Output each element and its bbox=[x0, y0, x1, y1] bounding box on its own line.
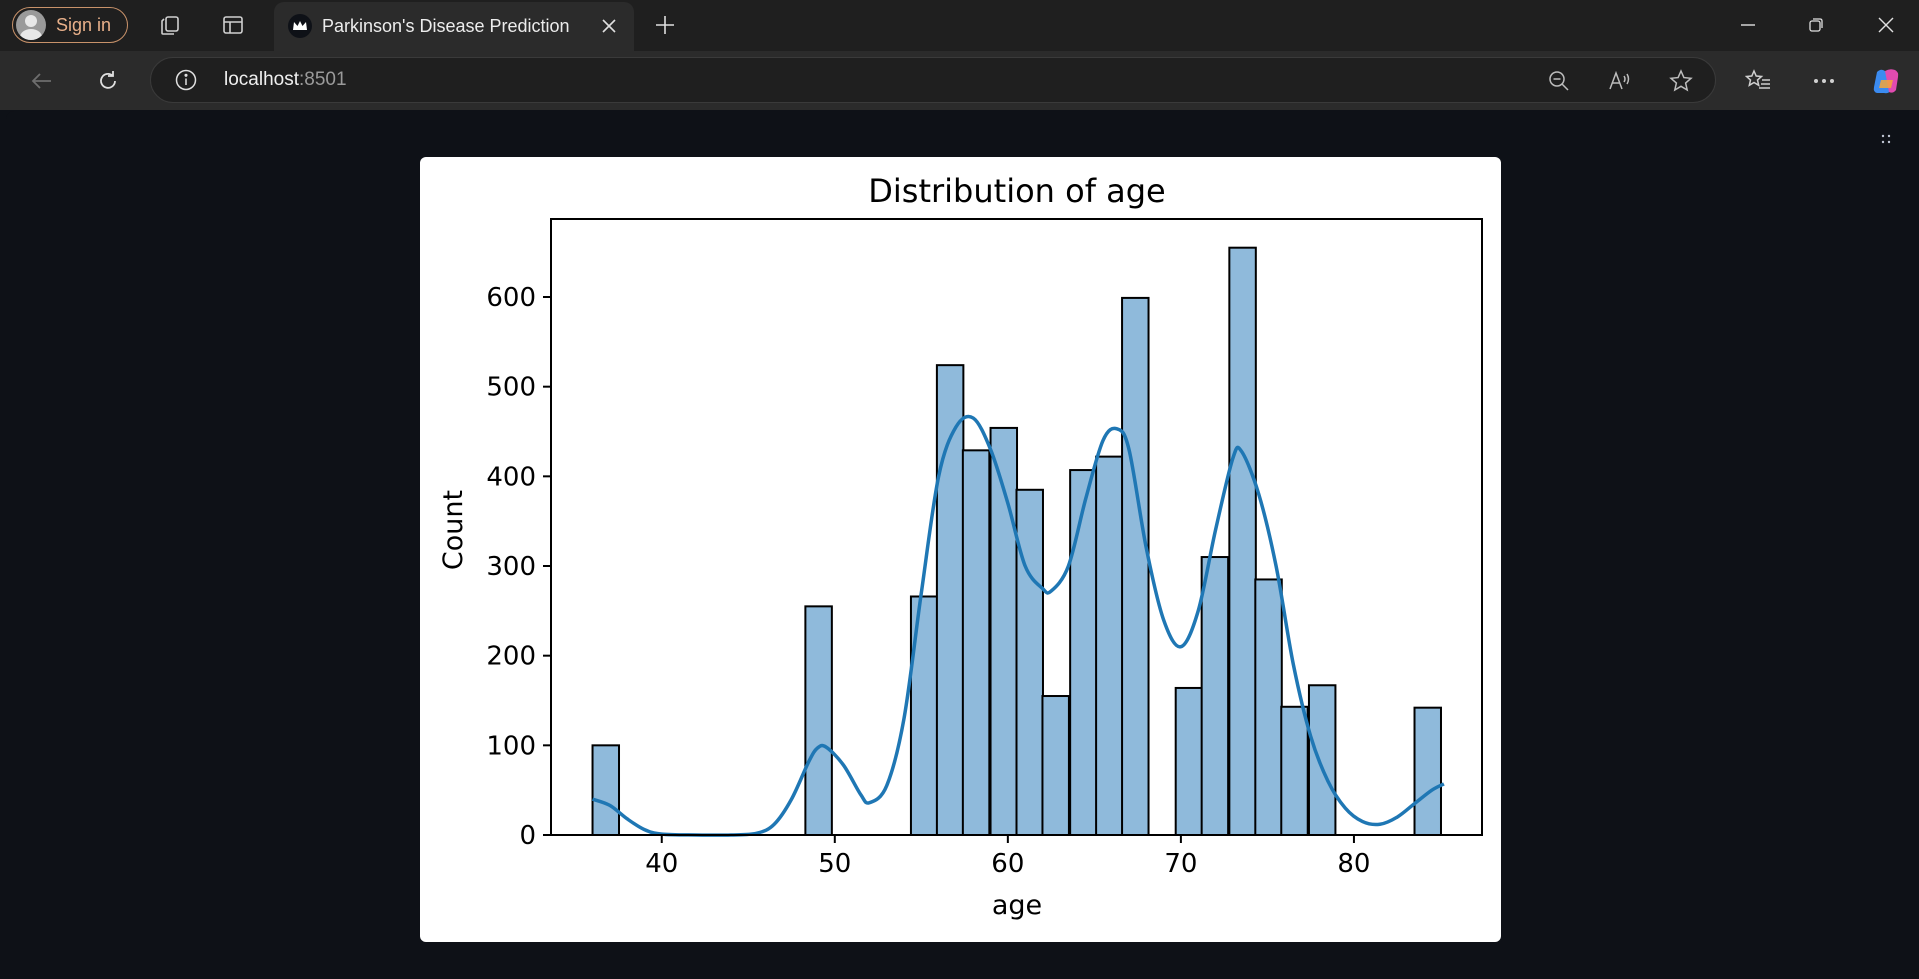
histogram-bar bbox=[1228, 246, 1257, 836]
y-tick-label: 600 bbox=[486, 283, 536, 313]
x-tick-label: 50 bbox=[818, 849, 851, 879]
plot-frame bbox=[550, 218, 1483, 836]
close-window-icon[interactable] bbox=[1866, 8, 1906, 42]
copilot-icon[interactable] bbox=[1870, 65, 1902, 97]
streamlit-crown-icon bbox=[288, 14, 312, 38]
histogram-bar bbox=[804, 605, 833, 836]
histogram-bar bbox=[1200, 556, 1230, 836]
url-host: localhost bbox=[224, 69, 299, 90]
workspaces-icon[interactable] bbox=[157, 12, 183, 38]
restore-icon[interactable] bbox=[1796, 8, 1836, 42]
x-tick-label: 70 bbox=[1164, 849, 1197, 879]
sign-in-button[interactable]: Sign in bbox=[12, 7, 128, 43]
histogram-bar bbox=[1254, 578, 1283, 837]
x-tick-label: 80 bbox=[1337, 849, 1370, 879]
info-icon[interactable] bbox=[175, 69, 197, 91]
favorites-list-icon[interactable] bbox=[1742, 65, 1774, 97]
x-tick-label: 40 bbox=[645, 849, 678, 879]
close-icon[interactable] bbox=[598, 15, 620, 37]
url-port: :8501 bbox=[299, 69, 347, 90]
histogram-bar bbox=[1280, 705, 1309, 836]
chart-axes: 40 50 60 70 80 0 100 200 300 400 500 600 bbox=[486, 218, 1483, 879]
browser-toolbar: localhost:8501 bbox=[0, 51, 1919, 110]
app-menu-icon[interactable] bbox=[1877, 130, 1895, 148]
y-tick-label: 200 bbox=[486, 642, 536, 672]
histogram-bar bbox=[1041, 695, 1070, 836]
x-axis-label: age bbox=[992, 890, 1042, 921]
histogram-bar bbox=[1015, 488, 1044, 836]
y-axis-label: Count bbox=[438, 490, 469, 570]
plus-icon[interactable] bbox=[652, 12, 678, 38]
more-icon[interactable] bbox=[1808, 65, 1840, 97]
sign-in-label: Sign in bbox=[56, 14, 112, 35]
kde-line bbox=[591, 414, 1445, 837]
read-aloud-icon[interactable] bbox=[1607, 68, 1633, 94]
tab-actions-icon[interactable] bbox=[220, 12, 246, 38]
y-tick-label: 300 bbox=[486, 552, 536, 582]
star-icon[interactable] bbox=[1668, 68, 1694, 94]
minimize-icon[interactable] bbox=[1728, 8, 1768, 42]
y-tick-label: 500 bbox=[486, 373, 536, 403]
avatar-icon bbox=[16, 10, 46, 40]
age-distribution-chart: Distribution of age age Count 40 50 60 70 80… bbox=[438, 172, 1483, 921]
zoom-out-icon[interactable] bbox=[1546, 68, 1572, 94]
histogram-bar bbox=[1307, 684, 1337, 836]
histogram-bar bbox=[1121, 296, 1150, 836]
histogram-bar bbox=[1095, 455, 1124, 836]
refresh-icon[interactable] bbox=[92, 65, 124, 97]
url-text: localhost:8501 bbox=[224, 69, 347, 91]
y-tick-label: 400 bbox=[486, 462, 536, 492]
histogram-bar bbox=[1174, 686, 1204, 836]
kde-curve bbox=[591, 414, 1445, 837]
browser-title-bar: Sign in Parkinson's Disease Prediction bbox=[0, 0, 1919, 51]
back-arrow-icon[interactable] bbox=[26, 65, 58, 97]
histogram-bar bbox=[591, 744, 621, 836]
tab-active[interactable]: Parkinson's Disease Prediction bbox=[274, 2, 634, 51]
chart-figure: Distribution of age age Count 40 50 60 70 80… bbox=[420, 157, 1501, 942]
chart-title: Distribution of age bbox=[868, 172, 1165, 210]
x-tick-label: 60 bbox=[991, 849, 1024, 879]
y-tick-label: 0 bbox=[519, 821, 536, 851]
y-tick-label: 100 bbox=[486, 731, 536, 761]
histogram-bar bbox=[1413, 706, 1442, 837]
histogram-bar bbox=[961, 449, 991, 836]
address-bar[interactable]: localhost:8501 bbox=[150, 57, 1716, 103]
tab-title: Parkinson's Disease Prediction bbox=[322, 16, 570, 36]
histogram-bar bbox=[1069, 469, 1098, 836]
